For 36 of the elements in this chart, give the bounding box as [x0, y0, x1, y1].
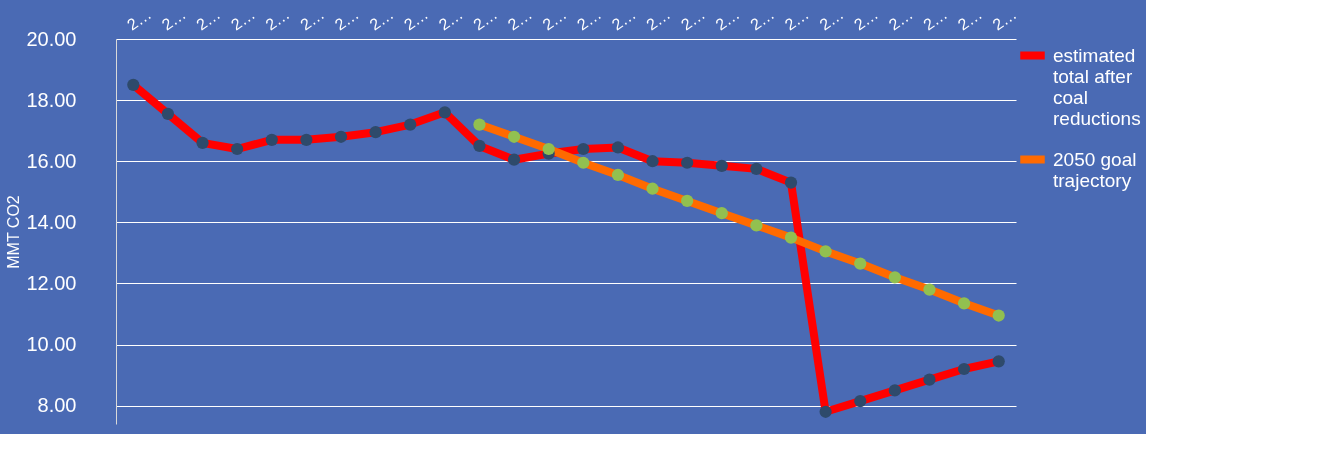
x-tick-label: 2… [262, 5, 293, 34]
x-tick-label: 2… [366, 5, 397, 34]
x-tick-label: 2… [574, 5, 605, 34]
y-tick-label: 16.00 [26, 149, 77, 172]
x-tick-label: 2… [608, 5, 639, 34]
legend-label: 2050 goal trajectory [1053, 148, 1137, 191]
x-tick-label: 2… [227, 5, 259, 34]
y-tick-label: 10.00 [26, 333, 77, 356]
x-tick-label: 2… [158, 5, 189, 34]
x-tick-label: 2… [989, 5, 1020, 34]
x-tick-label: 2… [435, 5, 466, 34]
x-tick-label: 2… [504, 5, 535, 34]
x-tick-label: 2… [816, 5, 847, 34]
x-tick-label: 2… [193, 5, 224, 34]
x-tick-label: 2… [920, 5, 951, 34]
y-tick-label: 14.00 [26, 210, 77, 233]
x-tick-label: 2… [643, 5, 674, 34]
x-tick-label: 2… [470, 5, 501, 34]
x-tick-label: 2… [781, 5, 812, 34]
x-tick-label: 2… [539, 5, 570, 34]
y-tick-label: 18.00 [26, 88, 77, 111]
x-tick-label: 2… [885, 5, 916, 34]
x-tick-label: 2… [124, 5, 155, 34]
x-tick-label: 2… [331, 5, 362, 34]
x-tick-label: 2… [712, 5, 743, 34]
x-tick-label: 2… [400, 5, 432, 34]
y-tick-label: 8.00 [37, 394, 77, 417]
y-tick-label: 20.00 [26, 27, 77, 50]
y-tick-label: 12.00 [26, 271, 77, 294]
x-tick-label: 2… [297, 5, 328, 34]
x-tick-label: 2… [954, 5, 985, 34]
y-axis-title: MMT CO2 [5, 195, 23, 269]
x-tick-label: 2… [747, 5, 778, 34]
x-tick-label: 2… [677, 5, 709, 34]
legend-label: estimated total after coal reductions [1053, 44, 1141, 129]
x-tick-label: 2… [850, 5, 882, 34]
